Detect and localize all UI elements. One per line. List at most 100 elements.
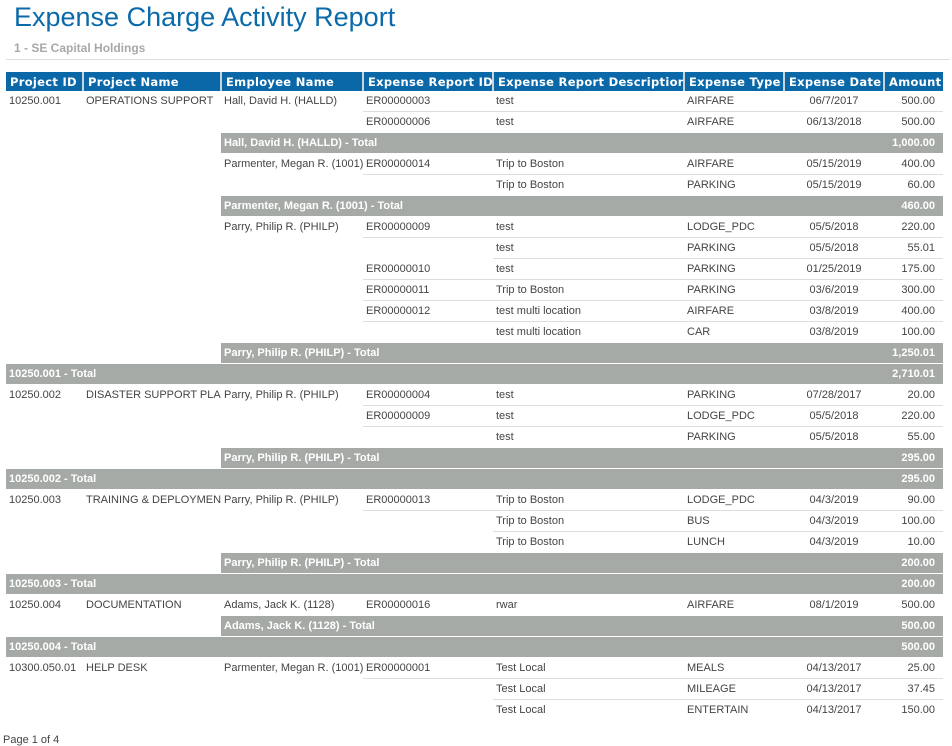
cell-expense-type: AIRFARE — [687, 599, 735, 611]
page-indicator: Page 1 of 4 — [3, 734, 60, 746]
cell-project-id: 10250.004 — [9, 599, 61, 611]
col-expense-type[interactable]: Expense Type — [684, 72, 785, 91]
cell-description: Test Local — [493, 657, 684, 679]
cell-amount: 220.00 — [884, 216, 943, 238]
total-label: 10250.003 - Total — [6, 573, 884, 595]
cell-description: test — [493, 384, 684, 406]
total-amount: 200.00 — [884, 552, 943, 574]
cell-project-name — [83, 154, 221, 175]
cell-amount: 60.00 — [907, 179, 935, 191]
total-label: 10250.001 - Total — [6, 363, 884, 385]
cell-expense-date: 03/8/2019 — [809, 326, 859, 338]
cell-employee-name: Parry, Philip R. (PHILP) — [224, 389, 339, 401]
cell-expense-report-id: ER00000003 — [363, 91, 493, 112]
cell-expense-date: 03/6/2019 — [784, 279, 884, 301]
cell-project-name — [83, 427, 221, 448]
cell-project-id — [6, 238, 83, 259]
cell-expense-report-id: ER00000010 — [363, 258, 493, 280]
cell-employee-name: Adams, Jack K. (1128) — [224, 599, 335, 611]
project-total-row: 10250.001 - Total 2,710.01 — [6, 363, 943, 385]
total-label: Parry, Philip R. (PHILP) - Total — [221, 447, 884, 469]
cell-description: Trip to Boston — [496, 536, 565, 548]
cell-amount: 500.00 — [884, 91, 943, 112]
cell-amount: 100.00 — [901, 326, 935, 338]
cell-description: Test Local — [493, 678, 684, 700]
cell-employee-name: Parmenter, Megan R. (1001) — [224, 158, 363, 170]
col-expense-report-description[interactable]: Expense Report Description — [493, 72, 685, 91]
cell-expense-type: PARKING — [684, 279, 784, 301]
cell-amount: 400.00 — [884, 153, 943, 175]
total-label: Parry, Philip R. (PHILP) - Total — [221, 552, 884, 574]
cell-expense-type: MEALS — [684, 657, 784, 679]
cell-project-name — [83, 217, 221, 238]
col-expense-date[interactable]: Expense Date — [784, 72, 885, 91]
cell-expense-type: ENTERTAIN — [687, 704, 749, 716]
cell-description: test multi location — [493, 300, 684, 322]
cell-description: test — [496, 431, 514, 443]
total-label: Parry, Philip R. (PHILP) - Total — [221, 342, 884, 364]
cell-project-id — [6, 679, 83, 700]
project-total-row: 10250.003 - Total 200.00 — [6, 573, 943, 595]
col-employee-name[interactable]: Employee Name — [221, 72, 364, 91]
cell-project-name: TRAINING & DEPLOYMENT — [86, 494, 221, 506]
employee-total-row: Parry, Philip R. (PHILP) - Total 200.00 — [6, 552, 943, 574]
cell-expense-report-id: ER00000011 — [363, 279, 493, 301]
cell-expense-date: 05/5/2018 — [784, 405, 884, 427]
cell-description: test multi location — [496, 326, 581, 338]
cell-amount: 37.45 — [884, 678, 943, 700]
cell-amount: 20.00 — [884, 384, 943, 406]
col-project-name[interactable]: Project Name — [83, 72, 222, 91]
cell-project-name — [83, 322, 221, 343]
cell-employee-name — [221, 301, 363, 322]
cell-expense-report-id: ER00000009 — [363, 216, 493, 238]
cell-expense-date: 05/15/2019 — [784, 153, 884, 175]
cell-expense-report-id: ER00000012 — [363, 300, 493, 322]
cell-amount: 10.00 — [907, 536, 935, 548]
cell-employee-name — [221, 532, 363, 553]
cell-expense-date: 05/5/2018 — [784, 237, 884, 259]
cell-project-id — [6, 217, 83, 238]
divider — [6, 59, 950, 60]
cell-description: Trip to Boston — [493, 489, 684, 511]
cell-project-name — [83, 112, 221, 133]
cell-project-id — [6, 154, 83, 175]
cell-expense-date: 07/28/2017 — [784, 384, 884, 406]
col-project-id[interactable]: Project ID — [6, 72, 84, 91]
cell-expense-type: PARKING — [687, 431, 736, 443]
table-header: Project ID Project Name Employee Name Ex… — [6, 72, 943, 91]
cell-employee-name: Parmenter, Megan R. (1001) — [224, 662, 363, 674]
cell-employee-name — [221, 700, 363, 721]
cell-project-name: HELP DESK — [86, 662, 148, 674]
cell-employee-name — [221, 406, 363, 427]
table-row: ER00000011 Trip to Boston PARKING 03/6/2019… — [6, 279, 943, 301]
cell-project-name — [83, 532, 221, 553]
cell-expense-date: 04/13/2017 — [784, 678, 884, 700]
cell-amount: 300.00 — [884, 279, 943, 301]
cell-project-name — [83, 700, 221, 721]
cell-expense-date: 06/13/2018 — [806, 116, 862, 128]
report-title: Expense Charge Activity Report — [14, 2, 396, 32]
cell-expense-date: 03/8/2019 — [784, 300, 884, 322]
cell-project-id — [6, 427, 83, 448]
table-row: ER00000010 test PARKING 01/25/2019 175.00 — [6, 258, 943, 280]
table-row: Trip to Boston LUNCH 04/3/2019 10.00 — [6, 532, 943, 553]
cell-employee-name: Parry, Philip R. (PHILP) — [224, 494, 339, 506]
col-amount[interactable]: Amount — [884, 72, 943, 91]
cell-description: Trip to Boston — [493, 279, 684, 301]
table-row: ER00000006 test AIRFARE 06/13/2018 500.00 — [6, 112, 943, 133]
table-row: 10250.003 TRAINING & DEPLOYMENT Parry, Phi… — [6, 489, 943, 511]
table-row: Trip to Boston BUS 04/3/2019 100.00 — [6, 510, 943, 532]
cell-expense-report-id: ER00000006 — [366, 116, 431, 128]
total-label: Hall, David H. (HALLD) - Total — [221, 132, 884, 154]
total-amount: 200.00 — [884, 573, 943, 595]
cell-expense-report-id — [363, 175, 493, 196]
cell-employee-name — [221, 175, 363, 196]
cell-expense-type: MILEAGE — [684, 678, 784, 700]
col-expense-report-id[interactable]: Expense Report ID — [363, 72, 494, 91]
cell-description: Trip to Boston — [496, 179, 565, 191]
cell-expense-type: LODGE_PDC — [684, 489, 784, 511]
total-amount: 295.00 — [884, 468, 943, 490]
cell-expense-type: AIRFARE — [687, 116, 735, 128]
table-row: test PARKING 05/5/2018 55.01 — [6, 237, 943, 259]
employee-total-row: Hall, David H. (HALLD) - Total 1,000.00 — [6, 132, 943, 154]
